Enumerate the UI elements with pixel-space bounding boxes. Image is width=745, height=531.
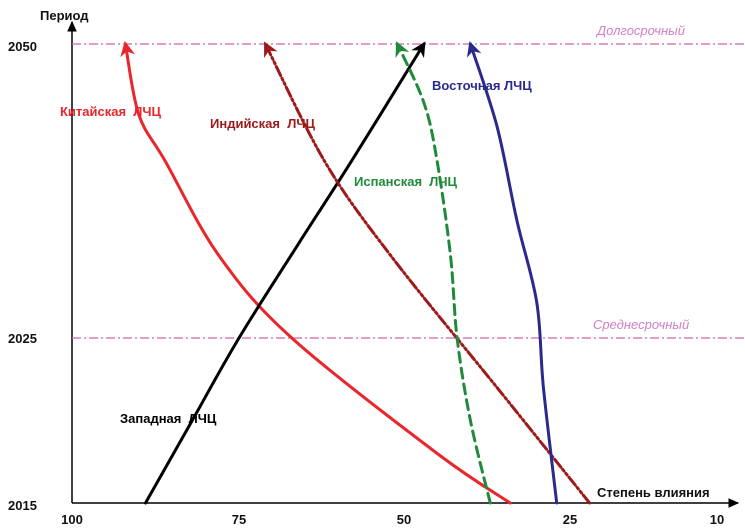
series-line-indian <box>263 41 592 505</box>
series-line-chinese <box>120 41 512 505</box>
y-tick-label: 2015 <box>8 498 37 513</box>
x-axis-title: Степень влияния <box>597 485 710 500</box>
y-axis-title: Период <box>40 8 89 23</box>
x-tick-label: 50 <box>397 512 411 527</box>
x-tick-label: 10 <box>710 512 724 527</box>
x-tick-label: 100 <box>61 512 83 527</box>
x-tick-label: 75 <box>232 512 246 527</box>
reference-label-mid-term: Среднесрочный <box>593 317 689 332</box>
series-line-eastern <box>466 41 559 505</box>
x-tick-label: 25 <box>563 512 577 527</box>
y-tick-label: 2025 <box>8 331 37 346</box>
series-layer <box>120 41 592 505</box>
series-label-chinese: Китайская ЛЧЦ <box>60 104 162 119</box>
series-label-western: Западная ЛЧЦ <box>120 411 217 426</box>
series-line-western <box>144 41 426 505</box>
reference-label-long-term: Долгосрочный <box>595 23 685 38</box>
y-tick-label: 2050 <box>8 39 37 54</box>
series-line-spanish <box>395 41 492 505</box>
series-label-eastern: Восточная ЛЧЦ <box>432 78 532 93</box>
series-label-spanish: Испанская ЛЧЦ <box>354 174 458 189</box>
series-label-indian: Индийская ЛЧЦ <box>210 116 315 131</box>
